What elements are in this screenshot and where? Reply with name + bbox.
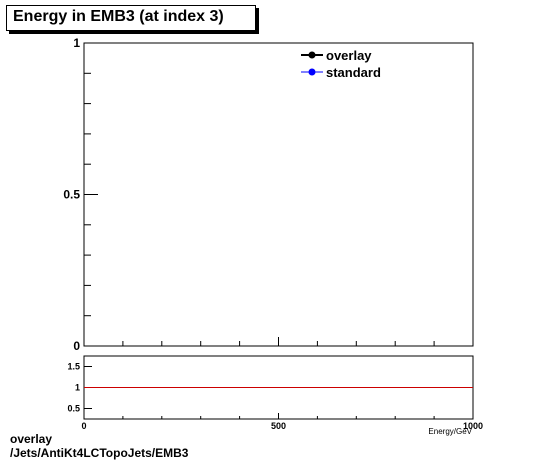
legend-label-standard: standard [326, 65, 381, 80]
legend-marker-overlay [308, 51, 316, 59]
ratio-y-tick-label: 1.5 [67, 362, 80, 372]
y-tick-label: 1 [73, 36, 80, 50]
x-axis-label: Energy/GeV [428, 427, 472, 436]
legend-label-overlay: overlay [326, 48, 372, 63]
y-tick-label: 0.5 [63, 188, 80, 202]
ratio-y-tick-label: 1 [75, 383, 80, 393]
main-plot-frame [83, 42, 474, 347]
x-tick-label: 0 [81, 421, 86, 431]
chart-title-box: Energy in EMB3 (at index 3) [6, 5, 256, 31]
footer-label-path: /Jets/AntiKt4LCTopoJets/EMB3 [10, 446, 189, 460]
ratio-y-tick-label: 0.5 [67, 404, 80, 414]
footer-label-overlay: overlay [10, 432, 53, 446]
chart-title: Energy in EMB3 (at index 3) [13, 8, 224, 25]
legend-marker-standard [308, 68, 316, 76]
y-tick-label: 0 [73, 339, 80, 353]
x-tick-label: 1000 [463, 421, 483, 431]
x-tick-label: 500 [271, 421, 286, 431]
